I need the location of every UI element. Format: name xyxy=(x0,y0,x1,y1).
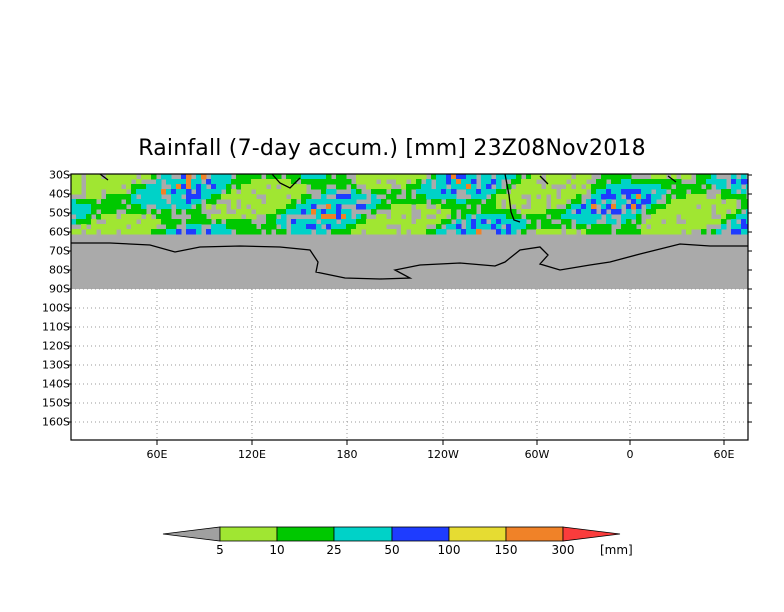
rainfall-field xyxy=(71,174,748,289)
colorbar-swatch xyxy=(448,526,507,542)
lat-label: 140S xyxy=(42,377,70,391)
lat-label: 120S xyxy=(42,339,70,353)
colorbar-swatch xyxy=(333,526,393,542)
lat-label: 160S xyxy=(42,415,70,429)
lat-label: 90S xyxy=(49,282,70,296)
colorbar-label: 50 xyxy=(384,543,400,557)
lon-label: 0 xyxy=(626,448,634,461)
antarctica-coastline xyxy=(71,242,748,280)
lat-label: 70S xyxy=(49,244,70,258)
colorbar-label: 10 xyxy=(269,543,285,557)
colorbar-low-arrow xyxy=(162,526,221,542)
colorbar-label: 100 xyxy=(437,543,461,557)
lat-label: 40S xyxy=(49,187,70,201)
colorbar-label: 5 xyxy=(216,543,224,557)
axis-ticks xyxy=(67,174,752,445)
lat-label: 80S xyxy=(49,263,70,277)
colorbar-label: 25 xyxy=(326,543,342,557)
lat-label: 50S xyxy=(49,206,70,220)
lon-label: 60E xyxy=(146,448,168,461)
colorbar-swatch xyxy=(505,526,564,542)
lat-label: 110S xyxy=(42,320,70,334)
plot-frame xyxy=(70,173,749,441)
lon-label: 60E xyxy=(713,448,735,461)
continent-coastlines xyxy=(99,173,677,223)
colorbar-swatch xyxy=(276,526,335,542)
coastlines xyxy=(71,173,748,280)
lon-label: 60W xyxy=(524,448,550,461)
grid-lines xyxy=(71,288,748,440)
lat-label: 60S xyxy=(49,225,70,239)
lat-label: 150S xyxy=(42,396,70,410)
lat-label: 130S xyxy=(42,358,70,372)
lon-label: 120W xyxy=(427,448,459,461)
colorbar-label: 300 xyxy=(551,543,575,557)
colorbar-swatch xyxy=(391,526,450,542)
lon-label: 120E xyxy=(238,448,266,461)
colorbar-label: 150 xyxy=(494,543,518,557)
map-title: Rainfall (7-day accum.) [mm] 23Z08Nov201… xyxy=(138,136,646,161)
colorbar-swatch xyxy=(219,526,278,542)
lon-label: 180 xyxy=(336,448,358,461)
colorbar-high-arrow xyxy=(562,526,621,542)
colorbar-unit: [mm] xyxy=(600,543,633,557)
colorbar xyxy=(162,526,621,542)
lat-label: 100S xyxy=(42,301,70,315)
lat-label: 30S xyxy=(49,168,70,182)
